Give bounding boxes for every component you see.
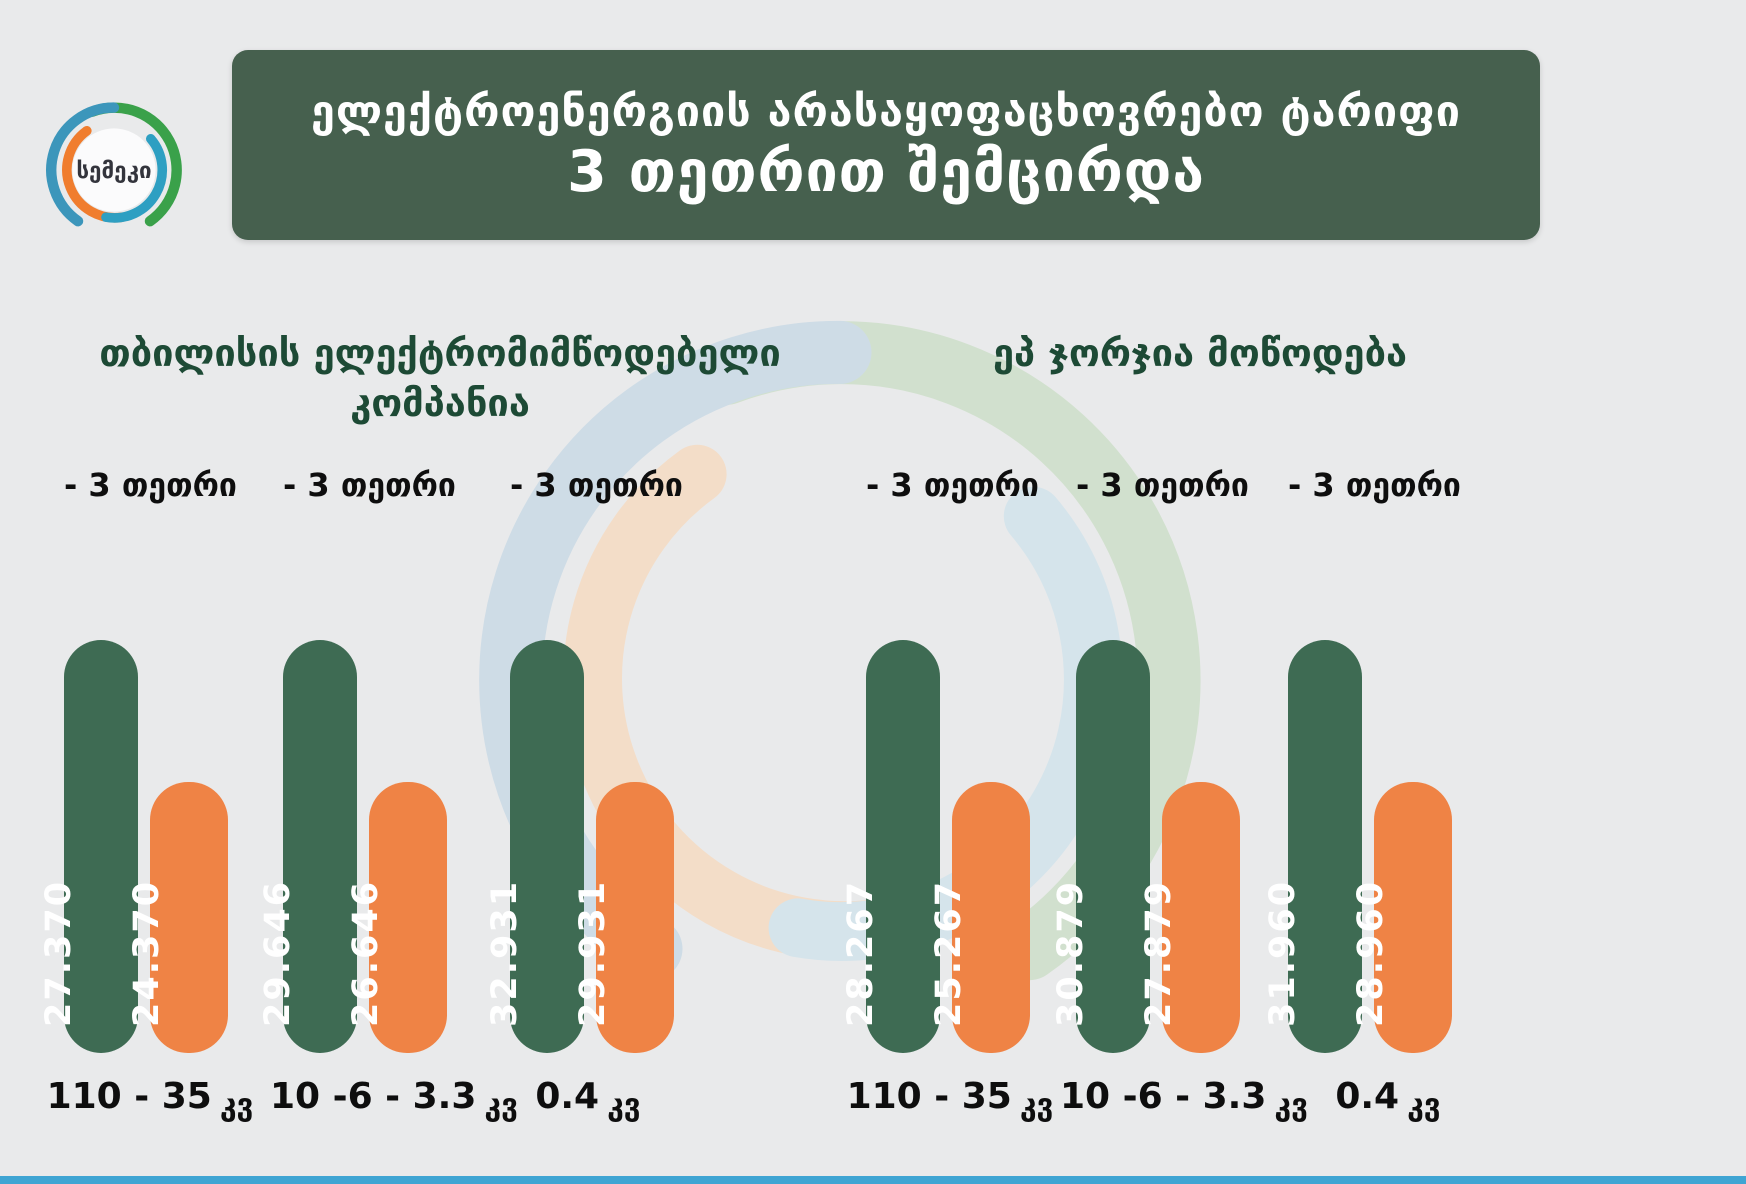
category-label: 110 - 35 კვ	[30, 1076, 270, 1123]
bar-after-value: 29.931	[573, 879, 613, 1027]
group-title-ep-georgia-line1: ეპ ჯორჯია მოწოდება	[992, 331, 1408, 375]
category-label: 0.4 კვ	[1268, 1076, 1508, 1123]
category-unit: კვ	[607, 1088, 641, 1123]
bar-before: 27.370	[39, 640, 138, 1053]
category-unit: კვ	[219, 1088, 254, 1123]
decrease-label: - 3 თეთრი	[1288, 466, 1461, 504]
category-range: 110 - 35	[46, 1076, 212, 1117]
group-title-tbilisi-line2: კომპანია	[350, 381, 530, 425]
bar-after-value: 26.646	[346, 879, 386, 1027]
bar-before: 29.646	[258, 640, 357, 1053]
bar-before: 28.267	[841, 640, 940, 1053]
logo-inner-circle	[72, 128, 156, 212]
decrease-label: - 3 თეთრი	[283, 466, 456, 504]
category-range: 110 - 35	[846, 1076, 1012, 1117]
group-title-ep-georgia: ეპ ჯორჯია მოწოდება	[920, 328, 1480, 378]
footer-strip	[0, 1176, 1746, 1184]
category-label: 10 -6 - 3.3 კვ	[1060, 1076, 1308, 1123]
semek-logo-text: სემეკი	[76, 158, 151, 184]
decrease-label: - 3 თეთრი	[510, 466, 683, 504]
category-unit: კვ	[1274, 1088, 1308, 1123]
semek-logo: სემეკი	[34, 90, 194, 250]
bar-before: 32.931	[485, 640, 584, 1053]
decrease-label: - 3 თეთრი	[866, 466, 1039, 504]
bar-after: 25.267	[929, 782, 1030, 1053]
bar-pair: 27.370 24.370	[39, 640, 228, 1053]
bar-after-value: 28.960	[1351, 879, 1391, 1027]
category-label: 10 -6 - 3.3 კვ	[270, 1076, 518, 1123]
bar-before-value: 28.267	[841, 879, 881, 1027]
bar-before-value: 27.370	[39, 879, 79, 1027]
bar-after: 27.879	[1139, 782, 1240, 1053]
category-range: 10 -6 - 3.3	[270, 1076, 477, 1117]
bar-after-value: 25.267	[929, 879, 969, 1027]
bar-after-value: 24.370	[127, 879, 167, 1027]
bar-before-value: 32.931	[485, 879, 525, 1027]
bar-after-value: 27.879	[1139, 879, 1179, 1027]
semek-logo-mark: სემეკი	[46, 102, 182, 227]
category-unit: კვ	[484, 1088, 518, 1123]
decrease-label: - 3 თეთრი	[64, 466, 237, 504]
header-banner: ელექტროენერგიის არასაყოფაცხოვრებო ტარიფი…	[232, 50, 1540, 240]
header-title-line2: 3 თეთრით შემცირდა	[567, 139, 1205, 205]
bar-pair: 28.267 25.267	[841, 640, 1030, 1053]
group-title-tbilisi: თბილისის ელექტრომიმწოდებელი კომპანია	[40, 328, 840, 428]
header-title-line1: ელექტროენერგიის არასაყოფაცხოვრებო ტარიფი	[311, 87, 1461, 137]
bar-after: 29.931	[573, 782, 674, 1053]
bar-before-value: 30.879	[1051, 879, 1091, 1027]
category-range: 10 -6 - 3.3	[1060, 1076, 1267, 1117]
bar-after: 24.370	[127, 782, 228, 1053]
group-title-tbilisi-line1: თბილისის ელექტრომიმწოდებელი	[99, 331, 781, 375]
category-range: 0.4	[535, 1076, 600, 1117]
bar-pair: 31.960 28.960	[1263, 640, 1452, 1053]
bar-pair: 30.879 27.879	[1051, 640, 1240, 1053]
bar-before: 31.960	[1263, 640, 1362, 1053]
category-unit: კვ	[1019, 1088, 1054, 1123]
bar-before-value: 29.646	[258, 879, 298, 1027]
category-label: 110 - 35 კვ	[830, 1076, 1070, 1123]
category-range: 0.4	[1335, 1076, 1400, 1117]
bar-pair: 29.646 26.646	[258, 640, 447, 1053]
category-label: 0.4 კვ	[468, 1076, 708, 1123]
bar-before-value: 31.960	[1263, 879, 1303, 1027]
bar-before: 30.879	[1051, 640, 1150, 1053]
decrease-label: - 3 თეთრი	[1076, 466, 1249, 504]
bar-after: 28.960	[1351, 782, 1452, 1053]
bar-after: 26.646	[346, 782, 447, 1053]
category-unit: კვ	[1407, 1088, 1441, 1123]
bar-pair: 32.931 29.931	[485, 640, 674, 1053]
